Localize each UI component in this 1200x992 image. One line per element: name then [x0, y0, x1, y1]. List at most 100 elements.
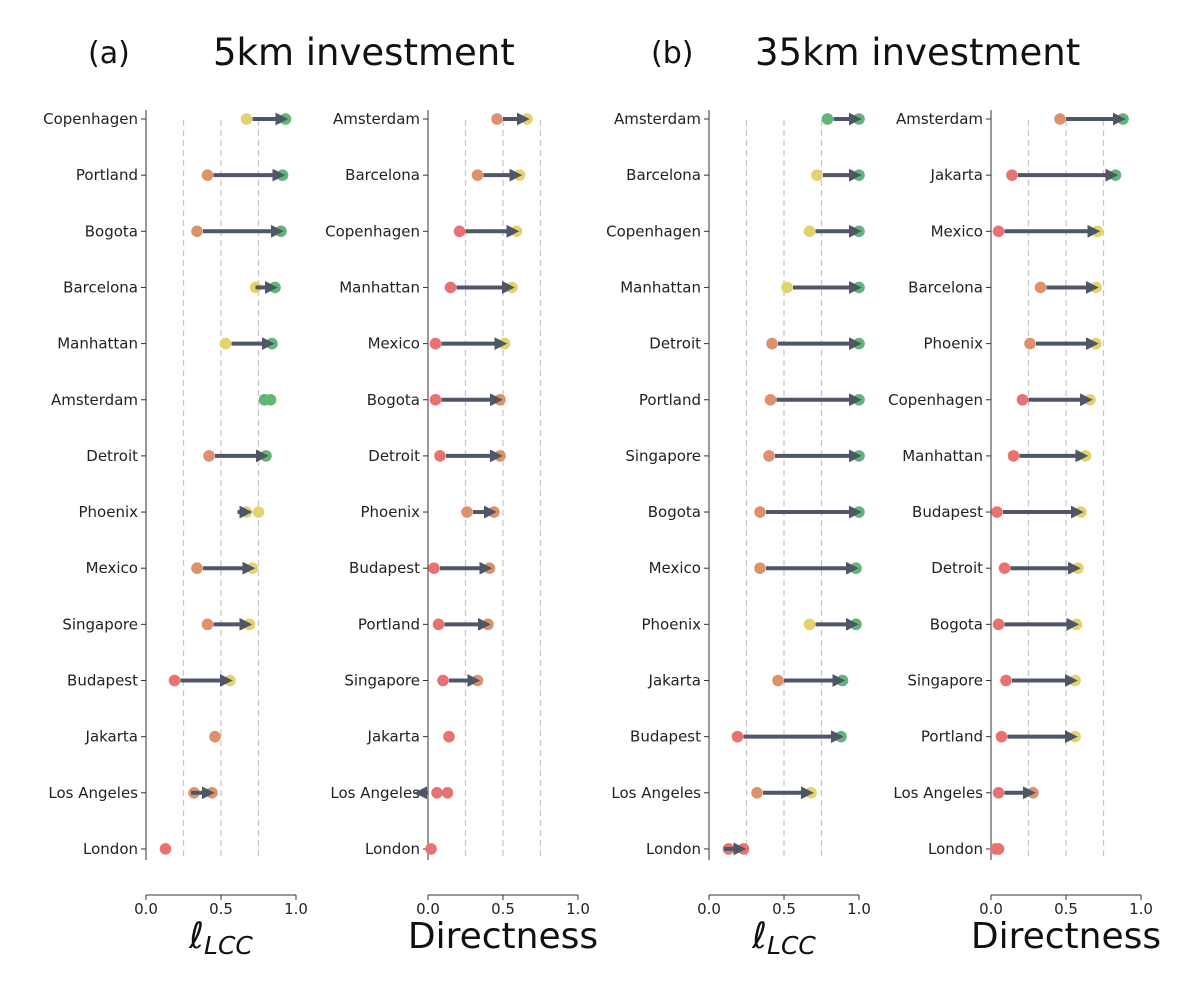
data-point — [168, 674, 181, 687]
data-point — [850, 618, 862, 631]
city-label: Amsterdam — [614, 110, 701, 128]
data-point — [471, 674, 484, 687]
city-label: Phoenix — [78, 503, 138, 521]
data-point — [453, 225, 466, 238]
data-point — [429, 393, 442, 406]
city-label: Jakarta — [367, 728, 420, 746]
data-point — [763, 450, 775, 462]
city-label: Bogota — [930, 615, 983, 633]
city-label: Portland — [639, 391, 701, 409]
data-point — [441, 787, 454, 799]
x-axis-label: Directness — [971, 916, 1161, 957]
city-label: Los Angeles — [893, 784, 983, 802]
city-label: Barcelona — [908, 278, 983, 296]
city-label: Mexico — [649, 559, 701, 577]
city-label: Phoenix — [923, 335, 983, 353]
x-tick-label-1: 0.5 — [772, 900, 796, 918]
data-point — [1016, 393, 1029, 406]
city-label: Detroit — [931, 559, 983, 577]
data-point — [425, 843, 437, 855]
data-point — [992, 843, 1005, 855]
data-point — [240, 113, 253, 125]
data-point — [513, 169, 526, 181]
data-point — [853, 506, 865, 518]
data-point — [853, 337, 865, 350]
city-label: Copenhagen — [606, 222, 701, 240]
data-point — [766, 337, 778, 350]
data-point — [1054, 113, 1066, 125]
city-label: Phoenix — [641, 615, 701, 633]
data-point — [1027, 787, 1039, 799]
data-point — [243, 618, 256, 631]
data-point — [853, 393, 865, 406]
x-tick-label-0: 0.0 — [134, 900, 158, 918]
city-label: Portland — [76, 166, 138, 184]
data-point — [429, 337, 442, 350]
data-point — [494, 450, 506, 462]
data-point — [853, 281, 865, 294]
city-label: Detroit — [649, 335, 701, 353]
data-point — [498, 337, 511, 350]
data-point — [159, 843, 172, 855]
data-point — [853, 450, 865, 462]
chart-0: 0.0 0.5 1.0 ℓLCC Copenhagen Portland Bogota Bar… — [43, 110, 308, 960]
city-label: Jakarta — [85, 728, 138, 746]
data-point — [850, 562, 862, 574]
data-point — [521, 113, 533, 125]
data-point — [209, 730, 221, 743]
data-point — [836, 674, 849, 687]
data-point — [803, 225, 816, 238]
city-label: Portland — [921, 728, 983, 746]
data-point — [443, 730, 455, 743]
x-tick-label-0: 0.0 — [416, 900, 440, 918]
data-point — [754, 506, 766, 518]
data-point — [260, 450, 272, 462]
city-label: Singapore — [907, 672, 983, 690]
city-label: London — [83, 840, 138, 858]
city-label: Los Angeles — [611, 784, 701, 802]
city-label: Barcelona — [626, 166, 701, 184]
data-point — [1079, 450, 1092, 462]
data-point — [1000, 674, 1012, 687]
city-label: Copenhagen — [43, 110, 138, 128]
data-point — [853, 113, 865, 125]
data-point — [269, 281, 281, 294]
data-point — [506, 281, 518, 294]
data-point — [1109, 169, 1122, 181]
city-label: Amsterdam — [333, 110, 420, 128]
data-point — [995, 730, 1008, 743]
x-axis-label: ℓLCC — [751, 916, 816, 960]
city-label: Manhattan — [339, 278, 420, 296]
data-point — [437, 674, 449, 687]
data-point — [781, 281, 793, 294]
city-label: Bogota — [85, 222, 138, 240]
data-point — [432, 618, 445, 631]
city-label: Copenhagen — [888, 391, 983, 409]
city-label: Bogota — [367, 391, 420, 409]
city-label: Budapest — [912, 503, 983, 521]
data-point — [835, 730, 847, 743]
city-label: Barcelona — [345, 166, 420, 184]
city-label: Mexico — [86, 559, 138, 577]
x-tick-label-2: 1.0 — [566, 900, 590, 918]
data-point — [992, 225, 1005, 238]
data-point — [246, 562, 259, 574]
city-label: Portland — [358, 615, 420, 633]
x-tick-label-0: 0.0 — [697, 900, 721, 918]
city-label: Mexico — [931, 222, 983, 240]
x-tick-label-1: 0.5 — [1054, 900, 1078, 918]
data-point — [764, 393, 777, 406]
data-point — [772, 674, 784, 687]
data-point — [219, 337, 232, 350]
city-label: Jakarta — [930, 166, 983, 184]
x-axis-label: ℓLCC — [188, 916, 253, 960]
city-label: Amsterdam — [896, 110, 983, 128]
data-point — [482, 618, 494, 631]
chart-2: 0.0 0.5 1.0 ℓLCC Amsterdam Barcelona Copenhage… — [606, 110, 871, 960]
data-point — [201, 169, 214, 181]
data-point — [731, 730, 744, 743]
data-point — [276, 169, 289, 181]
data-point — [428, 562, 440, 574]
